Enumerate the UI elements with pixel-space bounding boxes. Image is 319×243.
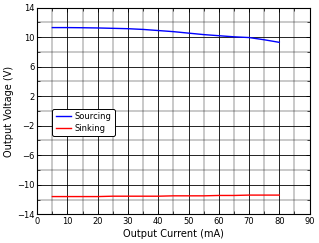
Sourcing bbox=[50, 26, 54, 29]
Sinking bbox=[202, 194, 205, 197]
Line: Sourcing: Sourcing bbox=[52, 28, 279, 42]
Y-axis label: Output Voltage (V): Output Voltage (V) bbox=[4, 65, 14, 156]
Sourcing bbox=[141, 28, 145, 31]
Sourcing bbox=[247, 36, 251, 39]
X-axis label: Output Current (mA): Output Current (mA) bbox=[123, 229, 224, 239]
Sourcing bbox=[156, 29, 160, 32]
Sourcing bbox=[111, 27, 115, 30]
Sinking bbox=[247, 194, 251, 197]
Sinking bbox=[81, 195, 85, 198]
Legend: Sourcing, Sinking: Sourcing, Sinking bbox=[52, 109, 115, 136]
Sourcing bbox=[126, 27, 130, 30]
Sourcing bbox=[187, 32, 190, 35]
Line: Sinking: Sinking bbox=[52, 195, 279, 197]
Sinking bbox=[262, 194, 266, 197]
Sourcing bbox=[278, 41, 281, 44]
Sinking bbox=[232, 194, 236, 197]
Sinking bbox=[278, 194, 281, 197]
Sourcing bbox=[81, 26, 85, 29]
Sourcing bbox=[217, 34, 221, 37]
Sourcing bbox=[262, 38, 266, 41]
Sinking bbox=[156, 195, 160, 198]
Sourcing bbox=[172, 30, 175, 33]
Sourcing bbox=[232, 35, 236, 38]
Sourcing bbox=[202, 33, 205, 36]
Sinking bbox=[141, 195, 145, 198]
Sinking bbox=[172, 194, 175, 197]
Sinking bbox=[126, 195, 130, 198]
Sinking bbox=[111, 195, 115, 198]
Sinking bbox=[50, 195, 54, 198]
Sourcing bbox=[66, 26, 70, 29]
Sourcing bbox=[96, 26, 100, 29]
Sinking bbox=[96, 195, 100, 198]
Sinking bbox=[187, 194, 190, 197]
Sinking bbox=[66, 195, 70, 198]
Sinking bbox=[217, 194, 221, 197]
